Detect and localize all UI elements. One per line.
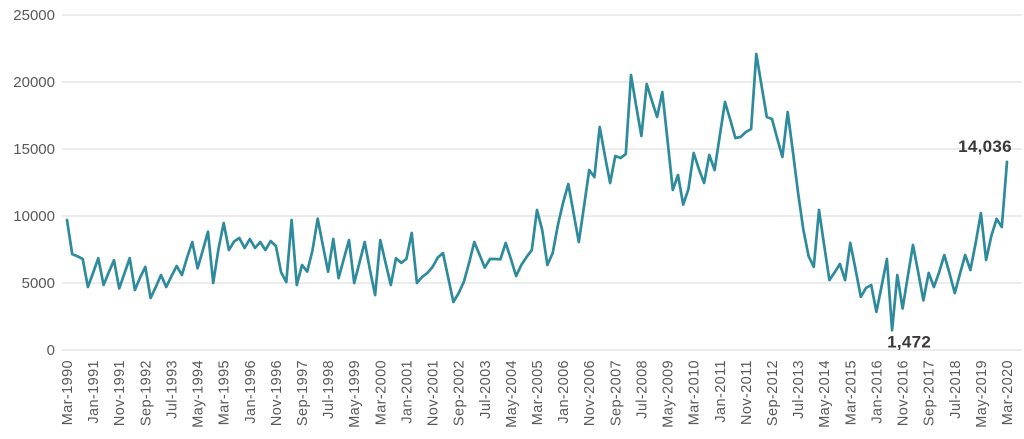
- x-axis-label: Jan-1996: [243, 360, 259, 424]
- y-axis-label: 20000: [13, 74, 55, 91]
- x-axis-label: Mar-2000: [373, 360, 389, 425]
- x-axis-label: Nov-2011: [739, 360, 755, 425]
- y-axis-label: 25000: [13, 7, 55, 24]
- x-axis-label: Sep-2002: [452, 360, 468, 426]
- x-axis-label: Mar-2005: [530, 360, 546, 425]
- y-axis-label: 15000: [13, 141, 55, 158]
- x-axis-label: May-2014: [817, 360, 833, 428]
- x-axis-label: Sep-2017: [922, 360, 938, 426]
- x-axis-label: Jul-2018: [948, 360, 964, 419]
- x-axis-label: Jan-2006: [556, 360, 572, 424]
- x-axis-label: May-2019: [974, 360, 990, 428]
- x-axis-label: Jul-2003: [478, 360, 494, 419]
- x-axis-label: Sep-1997: [295, 360, 311, 426]
- x-axis-label: Jul-1993: [164, 360, 180, 419]
- x-axis-label: May-1999: [347, 360, 363, 428]
- x-axis-label: Mar-2010: [687, 360, 703, 425]
- y-axis-label: 0: [47, 342, 55, 359]
- x-axis-label: Jan-2016: [869, 360, 885, 424]
- annotation-label: 14,036: [958, 137, 1012, 156]
- series-line: [65, 52, 1009, 332]
- x-axis-label: Nov-1996: [269, 360, 285, 426]
- x-axis-label: May-2004: [504, 360, 520, 428]
- x-axis-label: Jan-2011: [713, 360, 729, 423]
- x-axis-label: Nov-2016: [896, 360, 912, 426]
- x-axis-label: Nov-2001: [426, 360, 442, 426]
- y-axis-label: 10000: [13, 208, 55, 225]
- x-axis-label: Mar-1995: [217, 360, 233, 425]
- x-axis-label: Nov-1991: [112, 360, 128, 426]
- x-axis-label: Sep-2012: [765, 360, 781, 426]
- x-axis-label: Sep-2007: [608, 360, 624, 426]
- x-axis-label: Nov-2006: [582, 360, 598, 426]
- y-axis-label: 5000: [22, 275, 55, 292]
- x-axis-label: Jul-1998: [321, 360, 337, 419]
- x-axis-label: Jul-2013: [791, 360, 807, 419]
- x-axis-label: Jul-2008: [634, 360, 650, 419]
- x-axis-label: Mar-2020: [1000, 360, 1016, 425]
- x-axis-label: May-2009: [661, 360, 677, 428]
- x-axis-label: Mar-2015: [843, 360, 859, 425]
- x-axis-label: Jan-2001: [399, 360, 415, 424]
- x-axis-label: Mar-1990: [60, 360, 76, 425]
- x-axis-label: Sep-1992: [138, 360, 154, 426]
- annotation-label: 1,472: [887, 332, 931, 351]
- x-axis-label: May-1994: [191, 360, 207, 428]
- x-axis-label: Jan-1991: [86, 360, 102, 424]
